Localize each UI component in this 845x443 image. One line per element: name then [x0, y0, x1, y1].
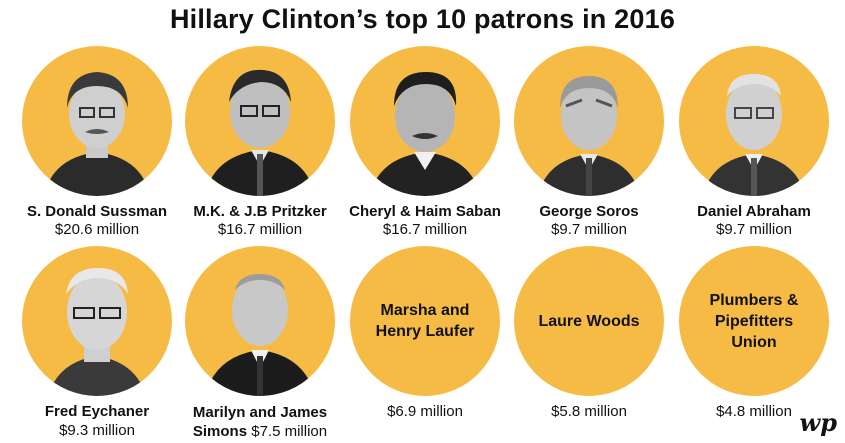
- portrait-photo: [44, 72, 150, 196]
- portrait-photo: [48, 268, 146, 396]
- portrait-photo: [703, 74, 805, 196]
- portrait-photo: [205, 69, 315, 196]
- patron-photo-circle: [514, 46, 664, 196]
- patron-photo-circle: [679, 46, 829, 196]
- patron-photo-circle: [22, 246, 172, 396]
- patron-amount: $16.7 million: [382, 221, 468, 238]
- patron-circle: Plumbers & Pipefitters Union: [679, 246, 829, 396]
- patron-photo-circle: [185, 46, 335, 196]
- patron-amount: $9.3 million: [59, 422, 135, 439]
- patron-name: Cheryl & Haim Saban: [349, 203, 501, 220]
- patron-name-continued: Simons: [192, 423, 248, 440]
- patron-amount: $5.8 million: [551, 403, 627, 420]
- patron-photo-circle: [350, 46, 500, 196]
- patron-circle: Marsha and Henry Laufer: [350, 246, 500, 396]
- patron-amount: $9.7 million: [551, 221, 627, 238]
- patron-name: Laure Woods: [538, 312, 640, 330]
- patron-amount: $20.6 million: [54, 221, 140, 238]
- patron-name: Daniel Abraham: [697, 203, 811, 220]
- patron-amount: $4.8 million: [716, 403, 792, 420]
- patron-name: S. Donald Sussman: [26, 203, 168, 220]
- patron-amount: $9.7 million: [716, 221, 792, 238]
- patron-amount: $7.5 million: [251, 423, 328, 440]
- patron-name: George Soros: [539, 203, 639, 220]
- patron-name: Marsha and Henry Laufer: [375, 302, 475, 340]
- patron-photo-circle: [185, 246, 335, 396]
- patron-name: Marilyn and James: [192, 404, 328, 421]
- washington-post-logo: wp: [799, 408, 837, 437]
- portrait-photo: [205, 274, 315, 396]
- patron-caption: Marilyn and James Simons $7.5 million: [175, 403, 345, 441]
- patron-name: M.K. & J.B Pritzker: [193, 203, 327, 220]
- patron-photo-circle: [22, 46, 172, 196]
- patron-name: Plumbers & Pipefitters Union: [709, 291, 799, 351]
- page-title: Hillary Clinton’s top 10 patrons in 2016: [169, 4, 676, 34]
- portrait-photo: [538, 76, 640, 196]
- patron-circle: Laure Woods: [514, 246, 664, 396]
- patron-amount: $6.9 million: [387, 403, 463, 420]
- portrait-photo: [370, 72, 480, 196]
- patron-name: Fred Eychaner: [44, 403, 150, 420]
- patron-amount: $16.7 million: [217, 221, 303, 238]
